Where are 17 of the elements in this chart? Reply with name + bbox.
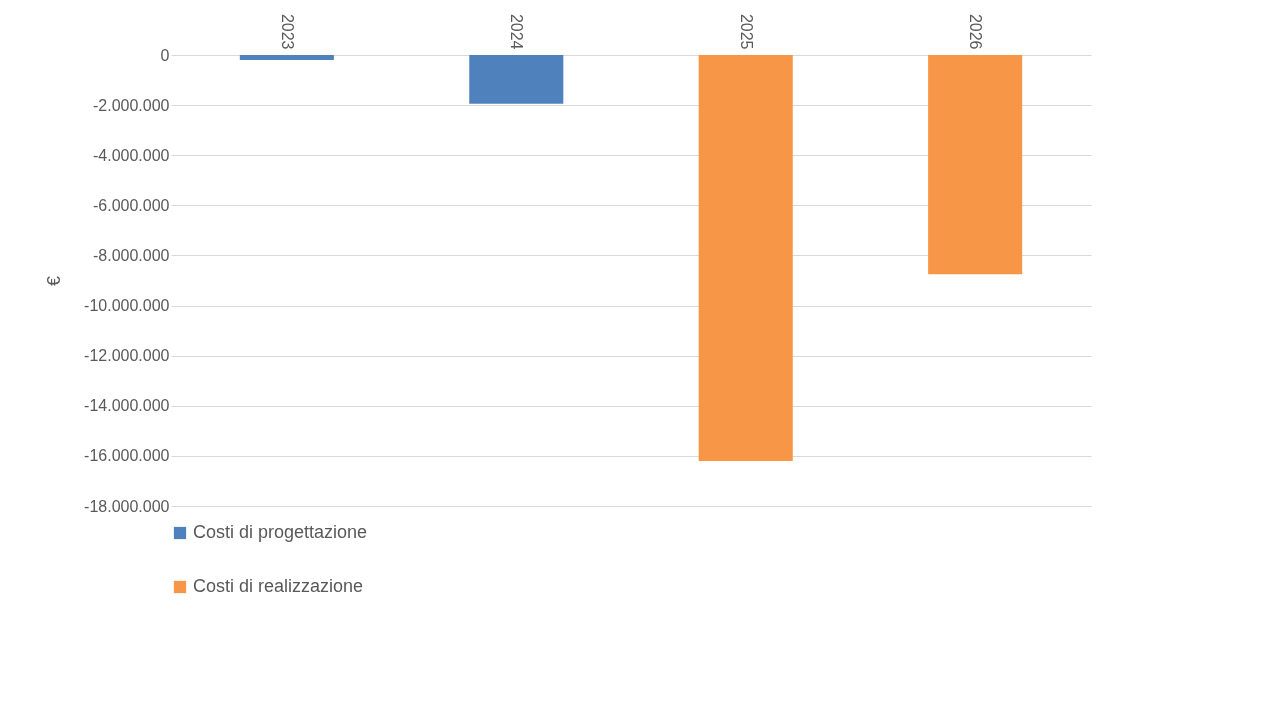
y-tick-label: -18.000.000 (84, 497, 170, 515)
y-tick-label: -16.000.000 (84, 447, 170, 465)
y-tick-label: -2.000.000 (92, 96, 170, 114)
y-axis-title: € (44, 275, 65, 287)
x-tick-label: 2023 (278, 13, 296, 50)
y-tick-label: -12.000.000 (84, 347, 170, 365)
y-tick-label: -6.000.000 (92, 196, 170, 214)
x-tick-label: 2025 (737, 13, 755, 50)
x-tick-label: 2026 (967, 13, 985, 50)
y-tick-label: 0 (160, 46, 170, 64)
y-tick-label: -8.000.000 (92, 246, 170, 264)
legend-label: Costi di progettazione (193, 522, 368, 542)
x-tick-label: 2024 (508, 13, 526, 50)
y-tick-label: -10.000.000 (84, 297, 170, 315)
y-tick-label: -4.000.000 (92, 146, 170, 164)
y-tick-label: -14.000.000 (84, 397, 170, 415)
legend-label: Costi di realizzazione (193, 576, 364, 596)
